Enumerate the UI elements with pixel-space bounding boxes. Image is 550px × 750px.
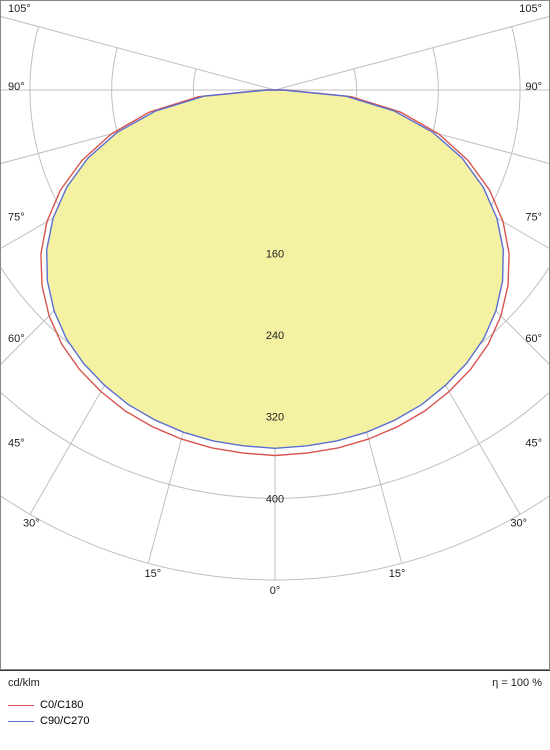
svg-text:0°: 0° — [270, 585, 281, 597]
legend-item: C0/C180 — [8, 699, 542, 711]
svg-text:15°: 15° — [389, 568, 406, 580]
svg-text:105°: 105° — [8, 3, 31, 15]
svg-text:75°: 75° — [525, 211, 542, 223]
svg-text:60°: 60° — [8, 333, 25, 345]
legend-swatch — [8, 705, 34, 706]
svg-text:45°: 45° — [8, 437, 25, 449]
polar-chart: 160 240 320 400 0° 15° 15° 30° 30° 45° 45° 60° 60° 75… — [0, 0, 550, 670]
legend-label: C0/C180 — [40, 699, 83, 711]
svg-text:30°: 30° — [23, 517, 40, 529]
legend: C0/C180 C90/C270 — [0, 693, 550, 735]
svg-text:60°: 60° — [525, 333, 542, 345]
svg-text:45°: 45° — [525, 437, 542, 449]
svg-text:90°: 90° — [8, 81, 25, 93]
footer-bar: cd/klm η = 100 % — [0, 670, 550, 693]
svg-text:30°: 30° — [510, 517, 527, 529]
legend-label: C90/C270 — [40, 715, 90, 727]
svg-text:320: 320 — [266, 412, 284, 424]
svg-text:90°: 90° — [525, 81, 542, 93]
svg-text:105°: 105° — [519, 3, 542, 15]
unit-label: cd/klm — [8, 677, 40, 689]
svg-text:400: 400 — [266, 493, 284, 505]
legend-item: C90/C270 — [8, 715, 542, 727]
svg-text:240: 240 — [266, 330, 284, 342]
svg-text:75°: 75° — [8, 211, 25, 223]
svg-text:15°: 15° — [145, 568, 162, 580]
legend-swatch — [8, 721, 34, 722]
eta-label: η = 100 % — [492, 677, 542, 689]
svg-text:160: 160 — [266, 248, 284, 260]
